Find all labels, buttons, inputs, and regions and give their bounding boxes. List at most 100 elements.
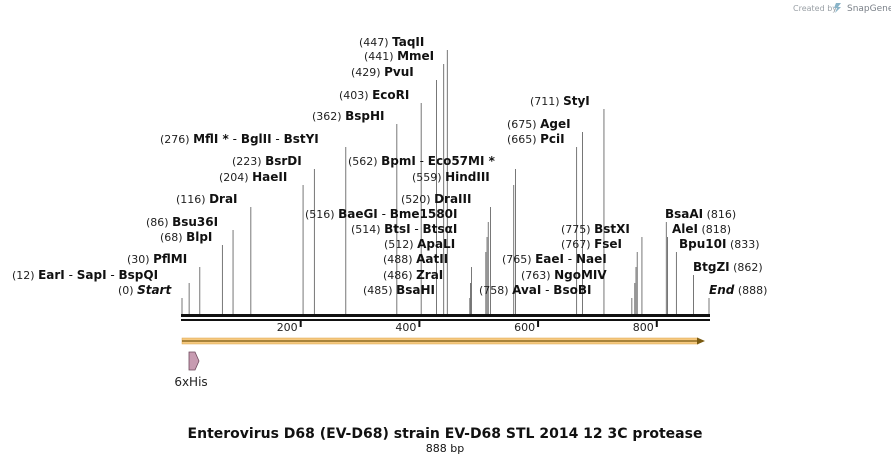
- enzyme-position: (763): [521, 269, 554, 282]
- enzyme-position: (30): [127, 253, 153, 266]
- enzyme-position: (223): [232, 155, 265, 168]
- enzyme-label-bpm[interactable]: (562) BpmI - Eco57MI *: [348, 154, 496, 168]
- enzyme-position: (833): [726, 238, 759, 251]
- enzyme-position: (441): [364, 50, 397, 63]
- enzyme-position: (514): [351, 223, 384, 236]
- enzyme-name: BaeGI: [338, 207, 378, 221]
- enzyme-label-bsp[interactable]: (362) BspHI: [312, 109, 384, 123]
- enzyme-label-hind[interactable]: (559) HindIII: [412, 170, 490, 184]
- enzyme-name: Bpu10I: [679, 237, 726, 251]
- enzyme-label-bstx[interactable]: (775) BstXI: [561, 222, 630, 236]
- enzyme-label-ear[interactable]: (12) EarI - SapI - BspQI: [12, 268, 158, 282]
- enzyme-label-pci[interactable]: (665) PciI: [507, 132, 565, 146]
- enzyme-name: ApaLI: [417, 237, 455, 251]
- enzyme-name: Eco57MI *: [428, 154, 496, 168]
- enzyme-label-sty[interactable]: (711) StyI: [530, 94, 590, 108]
- enzyme-label-bsaa[interactable]: BsaAI (816): [665, 207, 736, 221]
- enzyme-name: BtgZI: [693, 260, 730, 274]
- enzyme-label-bsr[interactable]: (223) BsrDI: [232, 154, 302, 168]
- enzyme-label-pvu[interactable]: (429) PvuI: [351, 65, 414, 79]
- snapgene-logo-icon: [834, 3, 841, 13]
- enzyme-position: (516): [305, 208, 338, 221]
- enzyme-label-pfl[interactable]: (30) PflMI: [127, 252, 187, 266]
- enzyme-label-eae[interactable]: (765) EaeI - NaeI: [502, 252, 607, 266]
- enzyme-position: (675): [507, 118, 540, 131]
- enzyme-label-end[interactable]: End (888): [709, 283, 767, 297]
- enzyme-label-zra[interactable]: (486) ZraI: [383, 268, 443, 282]
- enzyme-position: (888): [734, 284, 767, 297]
- enzyme-name: BtsαI: [423, 222, 458, 236]
- enzyme-name: Start: [137, 283, 172, 297]
- enzyme-label-start[interactable]: (0) Start: [118, 283, 172, 297]
- scale-tick-label: 800: [633, 321, 654, 334]
- enzyme-name: BpmI: [381, 154, 416, 168]
- enzyme-name: Bme1580I: [390, 207, 458, 221]
- enzyme-position: (486): [383, 269, 416, 282]
- scale-ticks: 200 400 600 800: [277, 321, 658, 334]
- enzyme-position: (512): [384, 238, 417, 251]
- enzyme-label-bae[interactable]: (516) BaeGI - Bme1580I: [305, 207, 457, 221]
- enzyme-label-mfl[interactable]: (276) MflI * - BglII - BstYI: [160, 132, 319, 146]
- sequence-backbone: [181, 314, 710, 321]
- enzyme-label-aat[interactable]: (488) AatII: [383, 252, 448, 266]
- enzyme-name: AatII: [416, 252, 448, 266]
- enzyme-label-bts[interactable]: (514) BtsI - BtsαI: [351, 222, 457, 236]
- snapgene-brand: SnapGene: [847, 4, 891, 14]
- enzyme-position: (775): [561, 223, 594, 236]
- enzyme-label-mme[interactable]: (441) MmeI: [364, 49, 434, 63]
- enzyme-name: Bsu36I: [172, 215, 218, 229]
- enzyme-position: (447): [359, 36, 392, 49]
- enzyme-name: DraIII: [434, 192, 471, 206]
- enzyme-label-ava[interactable]: (758) AvaI - BsoBI: [479, 283, 591, 297]
- enzyme-name: ZraI: [416, 268, 443, 282]
- enzyme-position: (765): [502, 253, 535, 266]
- enzyme-name: BstXI: [594, 222, 630, 236]
- enzyme-position: (758): [479, 284, 512, 297]
- enzyme-label-ale[interactable]: AleI (818): [672, 222, 731, 236]
- enzyme-name: MflI *: [193, 132, 229, 146]
- enzyme-name: HindIII: [445, 170, 490, 184]
- enzyme-label-btg[interactable]: BtgZI (862): [693, 260, 763, 274]
- enzyme-name: MmeI: [397, 49, 434, 63]
- enzyme-name: EcoRI: [372, 88, 409, 102]
- 6xhis-feature-icon[interactable]: [188, 351, 200, 371]
- enzyme-position: (403): [339, 89, 372, 102]
- enzyme-name: FseI: [594, 237, 622, 251]
- enzyme-label-ngo[interactable]: (763) NgoMIV: [521, 268, 607, 282]
- sequence-length: 888 bp: [426, 442, 464, 455]
- enzyme-position: (485): [363, 284, 396, 297]
- enzyme-position: (665): [507, 133, 540, 146]
- enzyme-label-bsah[interactable]: (485) BsaHI: [363, 283, 435, 297]
- enzyme-label-dra[interactable]: (116) DraI: [176, 192, 238, 206]
- enzyme-position: (816): [703, 208, 736, 221]
- enzyme-label-blp[interactable]: (68) BlpI: [160, 230, 212, 244]
- enzyme-label-bsu[interactable]: (86) Bsu36I: [146, 215, 218, 229]
- enzyme-position: (862): [730, 261, 763, 274]
- enzyme-name: BglII: [241, 132, 272, 146]
- enzyme-labels: (0) Start End (888) (12) EarI - SapI - Bsp…: [12, 35, 767, 297]
- scale-tick-label: 400: [395, 321, 416, 334]
- enzyme-label-fse[interactable]: (767) FseI: [561, 237, 622, 251]
- enzyme-label-taq[interactable]: (447) TaqII: [359, 35, 424, 49]
- enzyme-label-dra3[interactable]: (520) DraIII: [401, 192, 471, 206]
- enzyme-label-eco[interactable]: (403) EcoRI: [339, 88, 409, 102]
- orf-arrow: [181, 337, 705, 345]
- enzyme-position: (520): [401, 193, 434, 206]
- enzyme-name: DraI: [209, 192, 237, 206]
- enzyme-name: StyI: [563, 94, 590, 108]
- enzyme-position: (86): [146, 216, 172, 229]
- enzyme-position: (711): [530, 95, 563, 108]
- enzyme-position: (362): [312, 110, 345, 123]
- enzyme-label-age[interactable]: (675) AgeI: [507, 117, 571, 131]
- enzyme-name: PflMI: [153, 252, 187, 266]
- enzyme-name: EaeI: [535, 252, 564, 266]
- enzyme-position: (767): [561, 238, 594, 251]
- enzyme-label-apa[interactable]: (512) ApaLI: [384, 237, 455, 251]
- enzyme-label-bpu[interactable]: Bpu10I (833): [679, 237, 760, 251]
- enzyme-label-hae[interactable]: (204) HaeII: [219, 170, 287, 184]
- enzyme-name: BspQI: [119, 268, 159, 282]
- cut-site-lines: [181, 50, 710, 314]
- enzyme-name: SapI: [77, 268, 107, 282]
- enzyme-position: (559): [412, 171, 445, 184]
